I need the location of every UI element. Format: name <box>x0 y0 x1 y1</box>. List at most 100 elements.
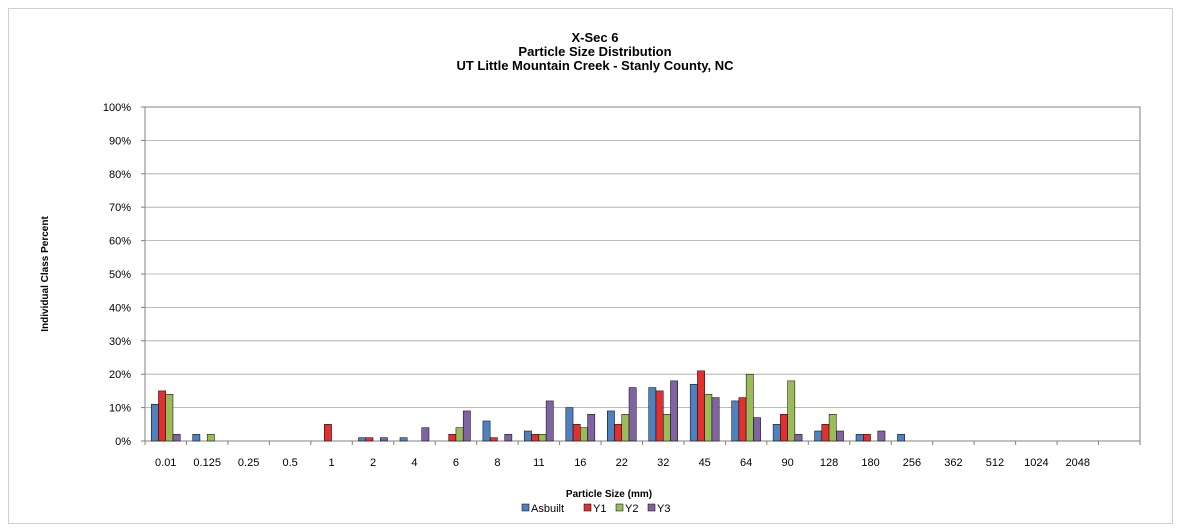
x-tick-label: 128 <box>820 457 838 469</box>
x-tick-label: 0.125 <box>193 457 221 469</box>
bar-y1 <box>448 434 457 442</box>
bar-asbuilt <box>689 383 698 442</box>
bar-asbuilt <box>648 387 657 442</box>
x-tick-label: 4 <box>411 457 417 469</box>
legend-label-y2: Y2 <box>625 503 638 515</box>
y-tick-label: 30% <box>109 336 131 348</box>
y-tick-label: 100% <box>103 102 131 114</box>
bar-y3 <box>836 430 844 442</box>
bar-y1 <box>780 414 788 442</box>
bar-y3 <box>794 434 803 442</box>
bars <box>150 370 905 442</box>
bar-asbuilt <box>772 424 781 442</box>
y-tick-label: 0% <box>115 436 131 448</box>
chart-title-line: X-Sec 6 <box>572 30 619 45</box>
x-tick-label: 1 <box>329 457 335 469</box>
bar-y2 <box>787 380 796 442</box>
x-tick-label: 362 <box>944 457 962 469</box>
chart-title-line: Particle Size Distribution <box>518 44 671 59</box>
x-tick-label: 2048 <box>1066 457 1090 469</box>
bar-asbuilt <box>855 434 864 442</box>
y-axis-title: Individual Class Percent <box>40 216 51 332</box>
bar-asbuilt <box>897 434 905 442</box>
bar-y3 <box>877 430 886 442</box>
x-tick-label: 90 <box>781 457 793 469</box>
x-tick-label: 16 <box>574 457 586 469</box>
bar-asbuilt <box>565 407 574 442</box>
bar-asbuilt <box>814 430 823 442</box>
bar-asbuilt <box>524 430 532 442</box>
y-tick-label: 80% <box>109 169 131 181</box>
bar-asbuilt <box>358 437 367 442</box>
y-tick-label: 70% <box>109 202 131 214</box>
x-tick-label: 0.25 <box>238 457 259 469</box>
bar-y3 <box>711 397 720 442</box>
bar-y1 <box>697 370 705 442</box>
x-tick-label: 256 <box>903 457 921 469</box>
x-tick-label: 0.5 <box>282 457 297 469</box>
bar-y1 <box>821 424 830 442</box>
x-tick-label: 512 <box>986 457 1004 469</box>
bar-y2 <box>538 434 547 442</box>
bar-y3 <box>421 427 430 442</box>
x-tick-label: 32 <box>657 457 669 469</box>
bar-asbuilt <box>150 404 159 442</box>
x-tick-label: 8 <box>494 457 500 469</box>
x-tick-label: 45 <box>699 457 711 469</box>
bar-y3 <box>172 434 181 442</box>
x-tick-label: 6 <box>453 457 459 469</box>
bar-y3 <box>504 434 513 442</box>
legend-label-y1: Y1 <box>593 503 606 515</box>
bar-y2 <box>662 414 671 442</box>
bar-y2 <box>828 414 837 442</box>
gridlines <box>141 106 1140 442</box>
bar-y2 <box>621 414 630 442</box>
bar-y1 <box>489 437 498 442</box>
bar-y1 <box>365 437 374 442</box>
bar-asbuilt <box>731 400 740 442</box>
legend: Asbuilt Y1 Y2 Y3 <box>521 503 670 515</box>
x-tick-labels: 0.01 0.125 0.25 0.5 1 2 4 6 8 11 16 22 32 45 64 90 128 18… <box>144 441 1141 469</box>
legend-label-y3: Y3 <box>657 503 670 515</box>
y-tick-label: 90% <box>109 135 131 147</box>
legend-swatch-y3 <box>647 503 656 512</box>
x-tick-label: 1024 <box>1024 457 1048 469</box>
bar-y1 <box>572 424 581 442</box>
bar-y3 <box>380 437 388 442</box>
bar-y2 <box>704 393 713 442</box>
legend-swatch-asbuilt <box>521 503 530 512</box>
bar-y3 <box>462 410 471 442</box>
bar-asbuilt <box>192 434 201 442</box>
y-tick-labels: 0% 10% 20% 30% 40% 50% 60% 70% 80% 90% 100% <box>103 102 131 448</box>
bar-y2 <box>206 434 215 442</box>
chart-title-line: UT Little Mountain Creek - Stanly County… <box>456 58 734 73</box>
bar-y2 <box>165 393 174 442</box>
bar-y1 <box>158 390 166 442</box>
y-tick-label: 50% <box>109 269 131 281</box>
y-tick-label: 20% <box>109 369 131 381</box>
bar-y1 <box>324 424 332 442</box>
bar-asbuilt <box>399 437 408 442</box>
x-tick-label: 11 <box>533 457 544 469</box>
y-tick-label: 60% <box>109 236 131 248</box>
bar-y1 <box>531 434 540 442</box>
legend-label-asbuilt: Asbuilt <box>531 503 564 515</box>
bar-y2 <box>580 427 588 442</box>
bar-y3 <box>670 380 678 442</box>
bar-y1 <box>738 397 747 442</box>
x-tick-label: 22 <box>616 457 628 469</box>
bar-y1 <box>655 390 664 442</box>
bar-asbuilt <box>482 420 491 442</box>
y-tick-label: 40% <box>109 302 131 314</box>
bar-asbuilt <box>607 410 615 442</box>
bar-y1 <box>863 434 871 442</box>
bar-y2 <box>455 427 464 442</box>
bar-y3 <box>545 400 554 442</box>
x-tick-label: 2 <box>370 457 376 469</box>
x-tick-label: 0.01 <box>155 457 176 469</box>
legend-swatch-y2 <box>615 503 624 512</box>
x-tick-label: 64 <box>740 457 752 469</box>
x-tick-label: 180 <box>861 457 879 469</box>
